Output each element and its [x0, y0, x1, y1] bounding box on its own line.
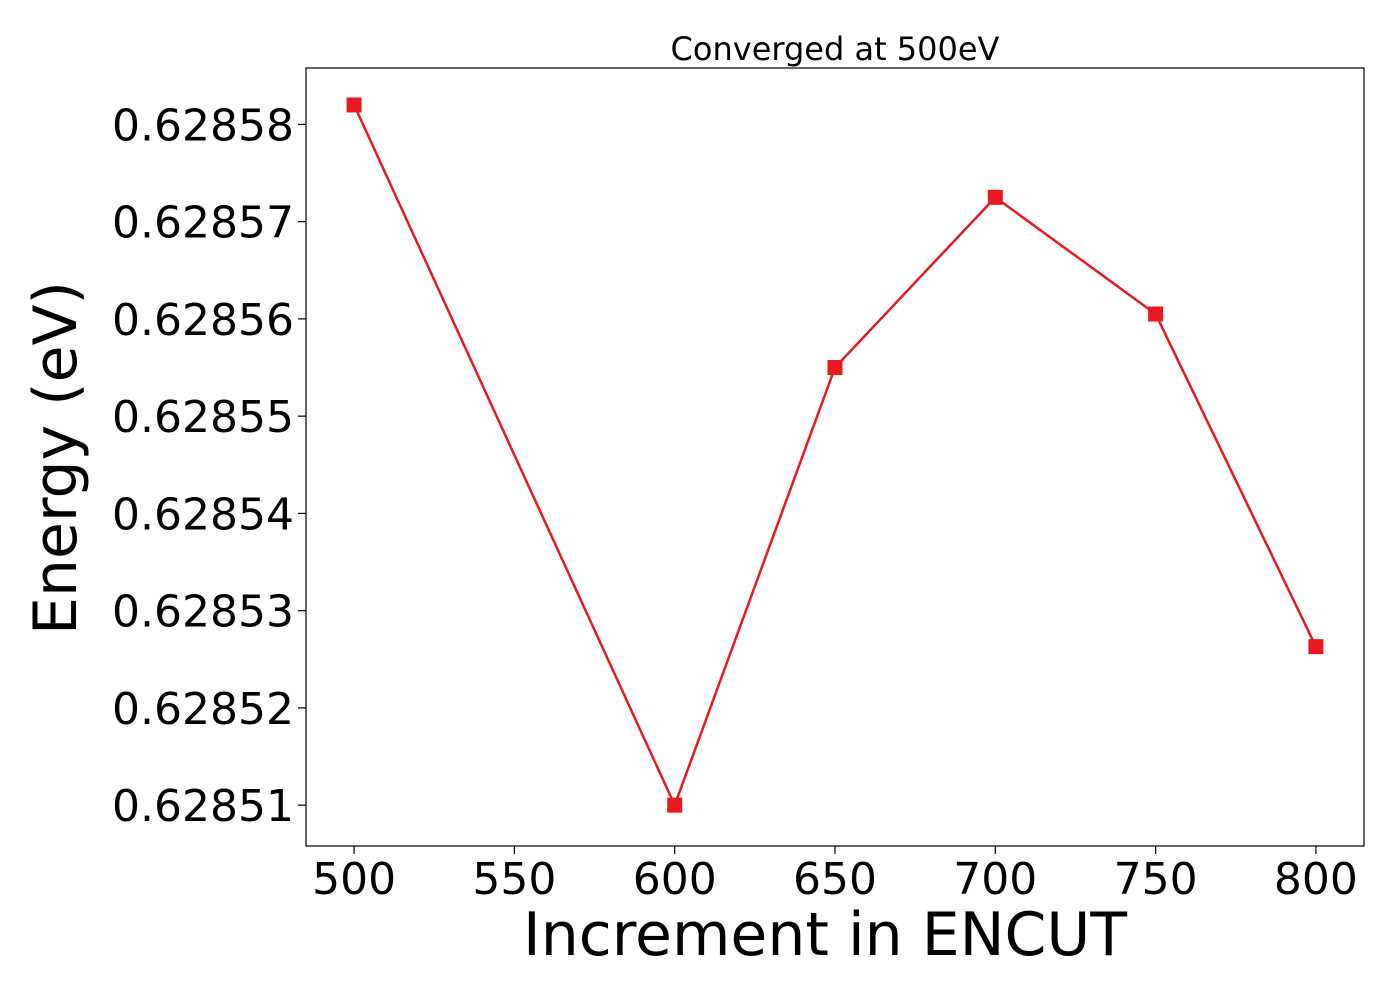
- data-point-marker: [987, 189, 1003, 205]
- series-line: [352, 104, 1318, 807]
- y-tick-label: 0.62854: [112, 489, 294, 540]
- y-tick-label: 0.62851: [112, 781, 294, 832]
- x-tick-label: 800: [1274, 854, 1358, 905]
- x-tick-label: 700: [953, 854, 1037, 905]
- x-tick-label: 550: [472, 854, 556, 905]
- data-point-marker: [1308, 639, 1324, 655]
- y-axis: 0.62851 0.62852 0.62853 0.62854 0.62855 0.628…: [112, 100, 306, 832]
- data-point-marker: [1148, 306, 1164, 322]
- data-point-marker: [667, 797, 683, 813]
- x-tick-label: 750: [1114, 854, 1198, 905]
- y-tick-label: 0.62856: [112, 295, 294, 346]
- plot-area: [305, 67, 1365, 847]
- x-axis-title: Increment in ENCUT: [523, 900, 1127, 970]
- chart-title: Converged at 500eV: [671, 30, 1000, 68]
- y-tick-label: 0.62855: [112, 392, 294, 443]
- y-axis-title: Energy (eV): [21, 281, 91, 635]
- x-tick-label: 500: [312, 854, 396, 905]
- x-axis: 500 550 600 650 700 750 800: [312, 846, 1358, 905]
- y-tick-label: 0.62858: [112, 100, 294, 151]
- y-tick-label: 0.62852: [112, 684, 294, 735]
- data-point-marker: [827, 360, 843, 376]
- x-tick-label: 650: [793, 854, 877, 905]
- data-point-marker: [346, 97, 362, 113]
- x-tick-label: 600: [633, 854, 717, 905]
- y-tick-label: 0.62857: [112, 198, 294, 249]
- plot-frame: [305, 67, 1365, 847]
- y-tick-label: 0.62853: [112, 587, 294, 638]
